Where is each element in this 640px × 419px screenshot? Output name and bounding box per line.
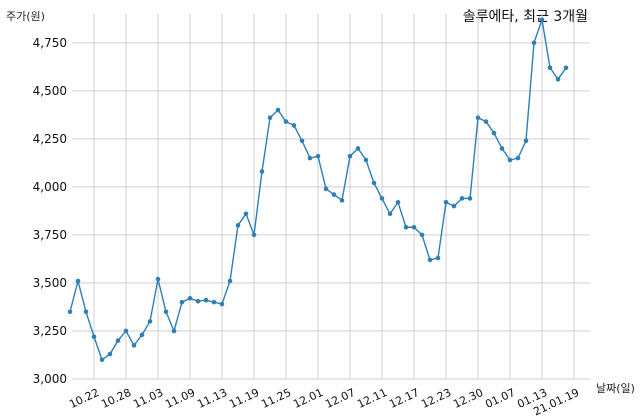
data-point [491, 130, 497, 136]
data-point [371, 180, 377, 186]
data-point [75, 278, 81, 284]
y-tick-label: 3,250 [33, 324, 67, 338]
data-point [283, 119, 289, 124]
y-axis-ticks: 3,000 3,250 3,500 3,750 4,000 4,250 4,500 4,750 [33, 36, 67, 386]
data-point [419, 232, 425, 238]
data-point [515, 155, 521, 161]
data-point [523, 138, 529, 144]
x-tick-label: 11.13 [195, 386, 229, 411]
x-tick-label: 12.23 [419, 386, 453, 411]
y-tick-label: 3,000 [33, 372, 67, 386]
data-point [115, 338, 121, 343]
x-tick-label: 12.01 [291, 386, 325, 411]
data-point [435, 255, 441, 261]
x-tick-label: 11.25 [259, 386, 293, 411]
data-point [219, 301, 225, 307]
data-point [147, 319, 153, 324]
data-point [363, 157, 369, 163]
data-point [291, 123, 297, 128]
data-point [275, 107, 281, 113]
x-axis-ticks: 10.2210.2811.0311.0911.1311.1911.2512.01… [67, 386, 581, 418]
data-point [555, 77, 561, 82]
data-point [547, 65, 553, 71]
data-point [83, 309, 89, 315]
data-point [243, 211, 249, 217]
data-point [467, 196, 473, 201]
data-point [251, 232, 257, 238]
data-points [67, 17, 569, 363]
x-tick-label: 11.19 [227, 386, 261, 411]
data-point [483, 119, 489, 124]
data-point [395, 199, 401, 205]
data-point [339, 198, 345, 203]
data-point [171, 328, 177, 334]
data-point [123, 328, 129, 334]
data-point [411, 224, 417, 230]
data-point [403, 224, 409, 230]
data-point [331, 192, 337, 197]
data-point [67, 309, 73, 315]
y-tick-label: 4,250 [33, 132, 67, 146]
data-point [195, 298, 201, 304]
y-tick-label: 3,750 [33, 228, 67, 242]
data-point [531, 40, 537, 46]
data-point [355, 146, 361, 151]
data-point [347, 153, 353, 159]
data-point [99, 357, 105, 363]
data-point [427, 257, 433, 263]
x-tick-label: 11.03 [131, 386, 165, 411]
x-tick-label: 10.28 [99, 386, 133, 411]
data-point [227, 278, 233, 284]
data-point [267, 115, 273, 121]
data-point [131, 343, 137, 348]
x-tick-label: 12.11 [355, 386, 389, 411]
y-tick-label: 4,750 [33, 36, 67, 50]
x-tick-label: 12.07 [323, 386, 357, 411]
data-point [507, 157, 513, 163]
grid [72, 14, 590, 380]
data-point [563, 65, 569, 71]
y-tick-label: 3,500 [33, 276, 67, 290]
data-point [307, 155, 313, 161]
data-point [379, 196, 385, 201]
x-tick-label: 01.07 [483, 386, 517, 411]
x-tick-label: 12.17 [387, 386, 421, 411]
data-point [107, 351, 113, 357]
data-point [203, 297, 209, 303]
data-point [387, 211, 393, 217]
y-tick-label: 4,000 [33, 180, 67, 194]
x-tick-label: 10.22 [67, 386, 101, 411]
data-point [475, 115, 481, 121]
y-tick-label: 4,500 [33, 84, 67, 98]
data-point [459, 196, 465, 201]
data-point [187, 296, 193, 301]
data-point [299, 138, 305, 144]
data-point [443, 199, 449, 205]
data-point [539, 17, 545, 23]
data-point [211, 299, 217, 305]
y-axis-label: 주가(원) [6, 10, 45, 23]
data-point [179, 299, 185, 305]
x-axis-label: 날짜(일) [596, 382, 635, 395]
x-tick-label: 11.09 [163, 386, 197, 411]
data-point [235, 223, 241, 228]
data-point [315, 153, 321, 159]
data-point [499, 146, 505, 151]
chart-title: 솔루에타, 최근 3개월 [462, 9, 588, 25]
x-tick-label: 12.30 [451, 386, 485, 411]
data-point [139, 332, 145, 338]
data-point [259, 169, 265, 174]
data-point [155, 276, 161, 282]
data-point [91, 334, 97, 340]
data-point [451, 203, 457, 209]
data-point [163, 309, 169, 315]
data-point [323, 186, 329, 192]
